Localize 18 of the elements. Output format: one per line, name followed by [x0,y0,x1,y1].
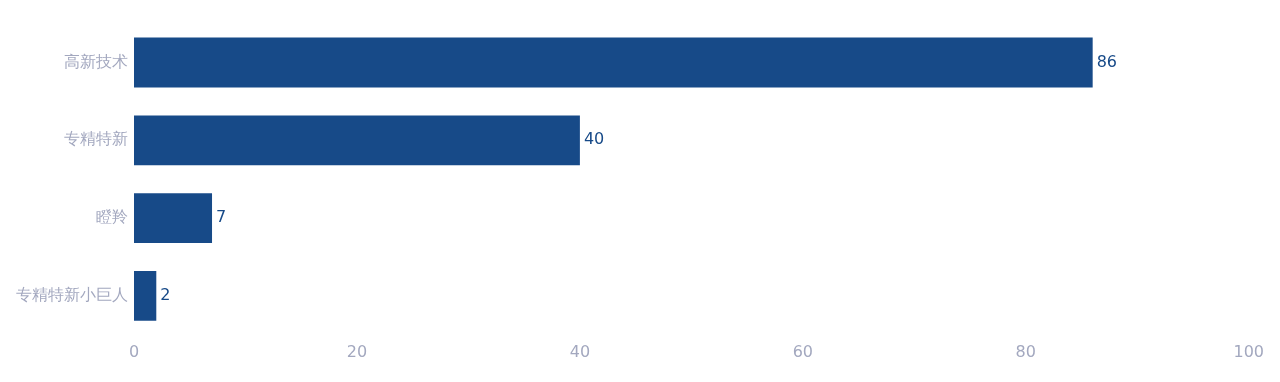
x-tick-label: 60 [792,341,814,361]
data-label: 40 [583,129,605,149]
data-label: 7 [216,207,227,227]
bar [134,37,1093,88]
x-tick-label: 20 [346,341,368,361]
y-tick-label: 专精特新 [64,129,128,149]
x-tick-label: 40 [569,341,591,361]
data-label: 86 [1096,51,1118,71]
x-tick-label: 100 [1233,341,1264,361]
y-tick-label: 高新技术 [64,51,128,71]
bar [134,115,580,166]
x-tick-label: 80 [1015,341,1036,361]
bar [134,193,213,243]
y-tick-label: 专精特新小巨人 [16,285,128,305]
data-label: 2 [160,285,171,305]
y-tick-label: 瞪羚 [96,207,128,227]
bar [134,271,157,321]
x-tick-label: 0 [128,341,140,361]
